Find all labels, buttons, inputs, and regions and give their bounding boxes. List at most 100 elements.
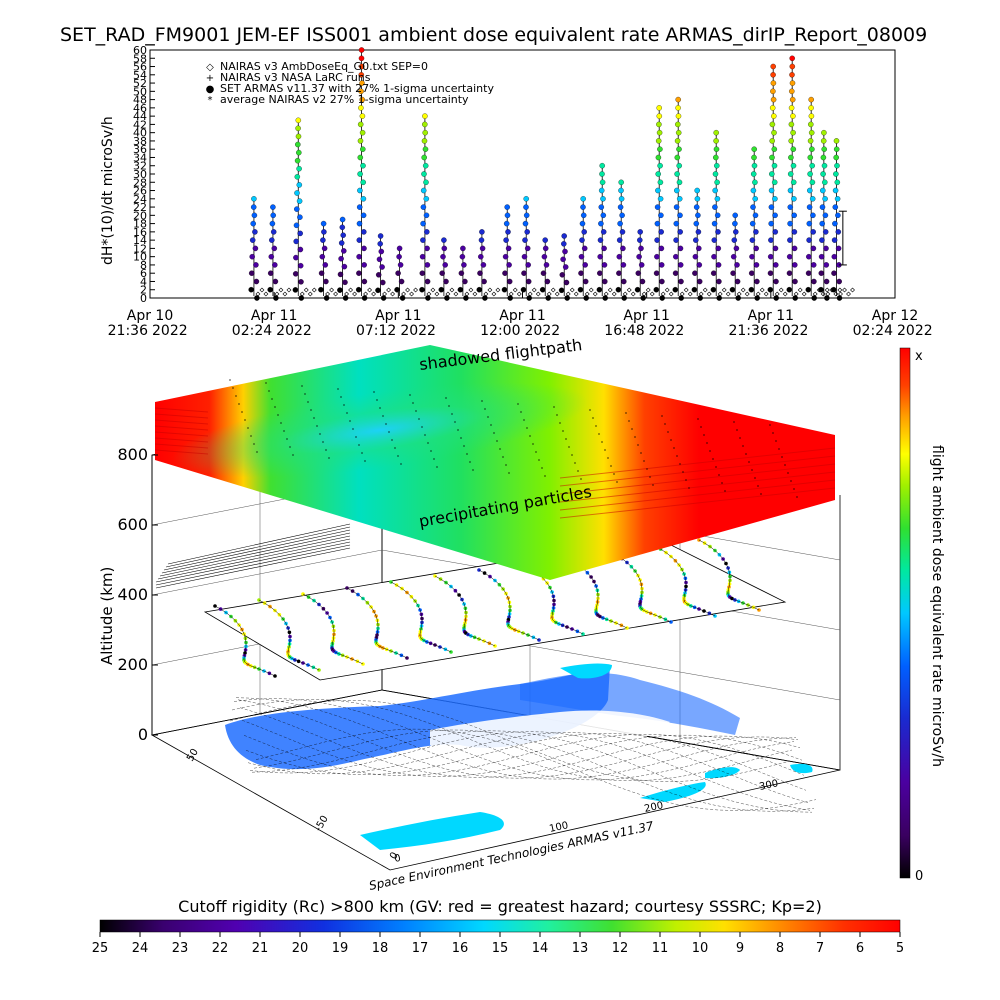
data-point <box>695 229 702 235</box>
data-point <box>768 237 774 243</box>
data-point <box>712 187 718 194</box>
data-point <box>359 96 365 103</box>
data-point <box>356 237 363 243</box>
data-point <box>772 196 778 202</box>
data-point <box>773 262 779 268</box>
rigidity-tick-label: 5 <box>896 941 904 956</box>
data-point <box>711 237 718 243</box>
data-point <box>270 229 277 235</box>
nairas-point <box>413 287 418 293</box>
band-track-dot <box>568 446 570 448</box>
band-track-dot <box>676 455 678 457</box>
data-point <box>424 262 431 268</box>
rigidity-tick-label: 24 <box>132 941 149 956</box>
data-point <box>675 96 681 103</box>
data-point <box>818 286 824 293</box>
band-track-dot <box>343 404 345 406</box>
data-point <box>732 212 738 219</box>
data-point <box>767 286 774 293</box>
band-track-dot <box>373 391 375 393</box>
nairas-point <box>453 291 459 297</box>
band-track-dot <box>289 446 291 448</box>
rigidity-tick-label: 17 <box>412 941 429 956</box>
band-track-dot <box>472 469 474 471</box>
ground-track <box>253 729 815 812</box>
x-tick-date: Apr 11 <box>251 308 297 324</box>
data-point <box>523 204 529 210</box>
data-point <box>377 241 383 247</box>
nairas-point <box>850 287 855 293</box>
data-point <box>769 138 775 144</box>
data-point <box>480 262 487 268</box>
y-tick-label: 26 <box>133 185 147 198</box>
data-point <box>419 253 426 260</box>
nairas-point <box>774 291 780 297</box>
band-track-dot <box>682 471 684 473</box>
data-point <box>375 272 382 278</box>
data-point <box>655 187 661 194</box>
data-point <box>478 237 485 243</box>
data-point <box>377 233 384 239</box>
data-point <box>835 245 842 252</box>
data-point <box>749 253 755 260</box>
ground-tracks <box>229 697 817 813</box>
data-point <box>601 245 607 252</box>
data-point <box>358 47 365 53</box>
data-point <box>617 204 624 210</box>
data-point <box>358 88 364 95</box>
data-point <box>716 295 722 301</box>
data-point <box>444 295 450 301</box>
data-point <box>634 286 641 293</box>
data-point <box>600 229 607 235</box>
band-track-dot <box>790 480 792 482</box>
x-tick-time: 12:00 <box>480 323 520 339</box>
data-point <box>716 278 722 285</box>
data-point <box>786 270 793 276</box>
data-point <box>424 278 431 285</box>
band-track-dot <box>718 474 720 476</box>
x-tick-year: 2022 <box>897 323 933 339</box>
data-point <box>676 196 683 202</box>
nairas-point <box>329 287 335 293</box>
data-point <box>620 262 627 268</box>
rigidity-ticks: 25 24 23 22 21 20 19 18 17 16 15 14 13 12 11 10 9 8 7 6 5 <box>92 932 904 956</box>
data-point <box>341 248 347 254</box>
data-point <box>751 146 757 152</box>
data-point <box>503 220 510 227</box>
data-point <box>525 278 532 285</box>
data-point <box>654 237 660 243</box>
data-point <box>770 72 776 78</box>
data-point <box>296 149 302 156</box>
ground-track <box>231 699 793 781</box>
data-point <box>577 286 584 293</box>
band-track-dot <box>526 427 528 429</box>
data-point <box>478 253 484 260</box>
legend-entry: NAIRAS v3 AmbDoseEq_G0.txt SEP=0 <box>220 60 428 73</box>
x-tick-year: 2022 <box>649 323 685 339</box>
band-track-dot <box>490 424 492 426</box>
data-point <box>618 179 624 186</box>
band-track-dot <box>715 466 717 468</box>
nairas-point <box>390 291 396 297</box>
data-point <box>558 287 565 294</box>
data-point <box>658 212 664 219</box>
data-point <box>399 295 406 301</box>
band-track-dot <box>748 461 750 463</box>
data-point <box>293 238 299 245</box>
data-point <box>809 179 816 186</box>
band-track-dot <box>268 390 270 392</box>
data-point <box>423 196 430 202</box>
rigidity-tick-label: 16 <box>452 941 469 956</box>
band-track-dot <box>553 406 555 408</box>
data-point <box>694 196 701 202</box>
nairas-point <box>325 291 331 297</box>
data-point <box>360 179 366 186</box>
data-point <box>833 146 840 152</box>
nairas-point <box>344 291 350 297</box>
nairas-point <box>278 287 284 293</box>
data-point <box>523 196 529 202</box>
data-point <box>564 295 570 301</box>
data-point <box>271 245 278 252</box>
data-point <box>396 253 402 260</box>
data-point <box>831 270 837 276</box>
